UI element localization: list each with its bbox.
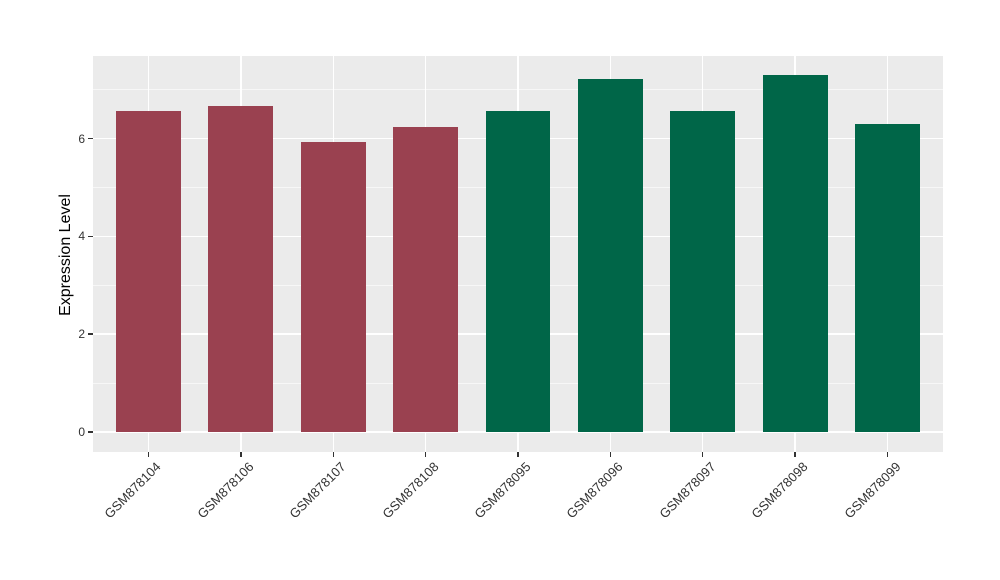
y-tick-mark-2: [88, 333, 93, 335]
x-tick-mark-GSM878108: [424, 452, 427, 457]
x-tick-mark-GSM878104: [147, 452, 150, 457]
y-tick-label-6: 6: [78, 131, 85, 146]
bar-GSM878106: [208, 106, 274, 432]
bar-GSM878104: [116, 110, 181, 432]
y-axis-title: Expression Level: [57, 194, 74, 316]
x-tick-mark-GSM878107: [332, 452, 334, 457]
bar-GSM878095: [485, 111, 551, 432]
x-tick-label-GSM878099: GSM878099: [840, 459, 904, 522]
bar-GSM878099: [855, 124, 920, 432]
x-tick-label-GSM878098: GSM878098: [748, 459, 811, 522]
x-tick-label-GSM878106: GSM878106: [194, 459, 257, 522]
x-tick-label-GSM878096: GSM878096: [563, 459, 627, 522]
x-tick-label-GSM878104: GSM878104: [101, 459, 165, 522]
x-tick-mark-GSM878099: [886, 452, 889, 457]
x-tick-label-GSM878107: GSM878107: [286, 459, 349, 522]
x-tick-mark-GSM878095: [517, 452, 519, 457]
bar-GSM878108: [393, 127, 458, 432]
y-tick-label-4: 4: [78, 229, 85, 244]
x-tick-mark-GSM878098: [794, 452, 796, 457]
x-tick-mark-GSM878096: [609, 452, 612, 457]
y-tick-mark-0: [88, 431, 93, 433]
x-tick-label-GSM878097: GSM878097: [656, 459, 719, 522]
bar-GSM878098: [762, 74, 828, 432]
x-tick-label-GSM878095: GSM878095: [471, 459, 534, 522]
y-tick-label-2: 2: [78, 327, 85, 342]
bar-GSM878107: [300, 142, 366, 432]
bar-GSM878097: [670, 111, 736, 432]
x-tick-mark-GSM878106: [240, 452, 242, 457]
y-tick-mark-6: [88, 137, 93, 140]
x-tick-label-GSM878108: GSM878108: [378, 459, 442, 522]
x-tick-mark-GSM878097: [702, 452, 704, 457]
bar-GSM878096: [578, 79, 643, 432]
y-tick-label-0: 0: [78, 424, 85, 439]
y-tick-mark-4: [88, 235, 93, 238]
